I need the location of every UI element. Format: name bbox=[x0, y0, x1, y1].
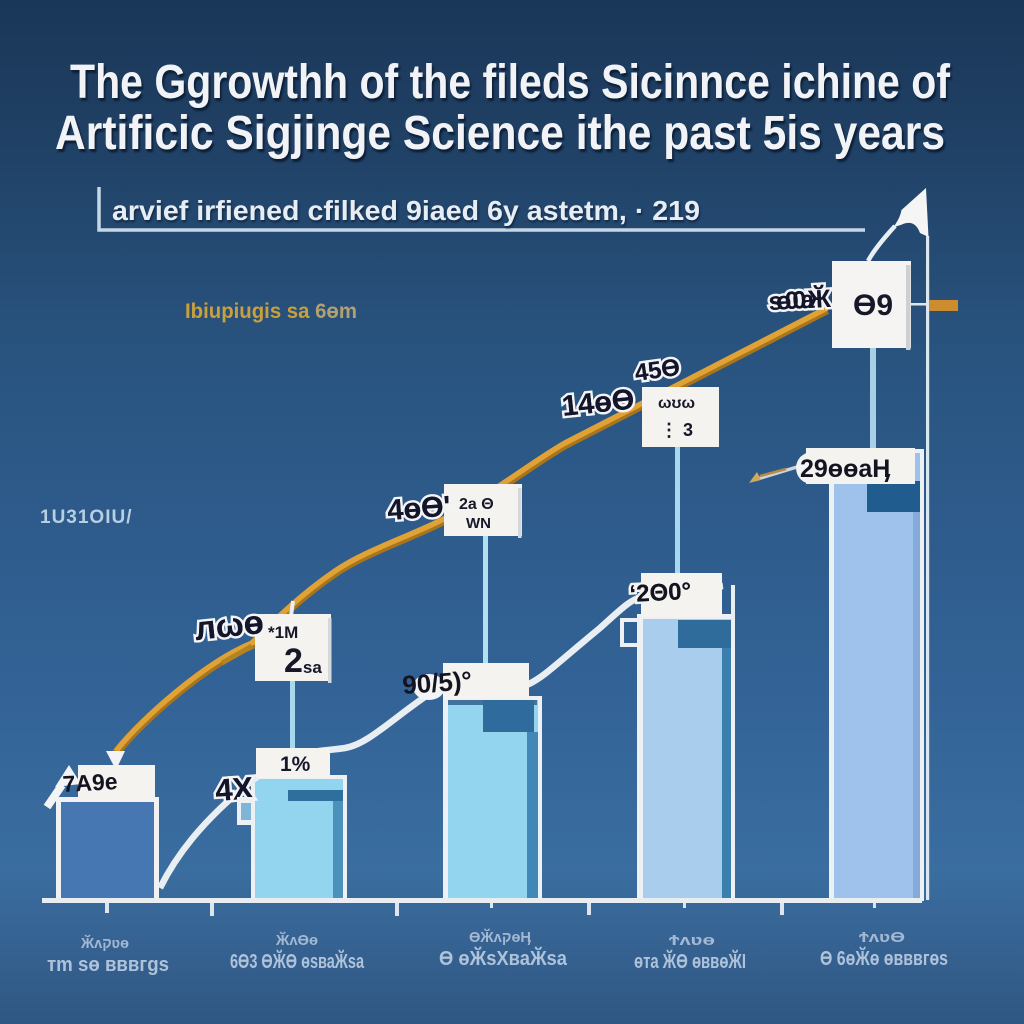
svg-text:Artificic Sigjinge Science ith: Artificic Sigjinge Science ithe past 5is… bbox=[55, 107, 945, 160]
svg-text:4өӨʹ: 4өӨʹ bbox=[386, 491, 451, 527]
svg-text:Ө өӁѕХваӁѕа: Ө өӁѕХваӁѕа bbox=[439, 946, 568, 970]
svg-text:Ϯʌʋө: Ϯʌʋө bbox=[669, 932, 715, 949]
svg-text:90/5)°: 90/5)° bbox=[401, 665, 473, 700]
svg-text:4өӨʹ: 4өӨʹ bbox=[386, 491, 451, 527]
svg-text:ʻ2Θ0°: ʻ2Θ0° bbox=[629, 578, 692, 608]
svg-text:Ibiupiugis sа 6өm: Ibiupiugis sа 6өm bbox=[185, 300, 357, 323]
svg-text:Ө 6өӁө өвввгөѕ: Ө 6өӁө өвввгөѕ bbox=[820, 946, 948, 970]
svg-text:29өөaӉ: 29өөaӉ bbox=[800, 455, 891, 483]
svg-text:45Ө: 45Ө bbox=[633, 354, 682, 387]
svg-text:ʻ2Θ0°: ʻ2Θ0° bbox=[629, 578, 692, 608]
svg-text:ωʊω: ωʊω bbox=[658, 395, 695, 412]
svg-text:The Ggrowthh of the fileds Sic: The Ggrowthh of the fileds Sicinnce ichi… bbox=[70, 56, 951, 109]
svg-text:тm ѕө вввгgѕ: тm ѕө вввгgѕ bbox=[47, 954, 169, 976]
svg-text:⋮ 3: ⋮ 3 bbox=[660, 420, 693, 440]
svg-text:2a Θ: 2a Θ bbox=[459, 496, 494, 513]
svg-text:45Ө: 45Ө bbox=[633, 354, 682, 387]
svg-text:лωө: лωө bbox=[193, 603, 265, 647]
svg-text:6Ө3 ӨӁӨ өѕваӁѕа: 6Ө3 ӨӁӨ өѕваӁѕа bbox=[230, 949, 365, 973]
svg-text:өта ӁӨ өввөӁӀ: өта ӁӨ өввөӁӀ bbox=[634, 949, 746, 973]
svg-text:WN: WN bbox=[466, 515, 491, 532]
svg-text:ѕө00 аӁ: ѕө00 аӁ bbox=[768, 283, 832, 316]
svg-text:14өӨ: 14өӨ bbox=[560, 384, 635, 423]
svg-text:*1M: *1M bbox=[268, 623, 298, 642]
svg-text:ѕө00 аӁ: ѕө00 аӁ bbox=[768, 283, 832, 316]
svg-text:ӁʌӨө: ӁʌӨө bbox=[275, 931, 318, 949]
svg-text:ϮʌʋӨ: ϮʌʋӨ bbox=[859, 929, 905, 946]
svg-text:Ӂʌקʋө: Ӂʌקʋө bbox=[80, 934, 129, 952]
svg-text:ӨӁʌקөӉ: ӨӁʌקөӉ bbox=[469, 928, 531, 946]
svg-text:7A9e: 7A9e bbox=[62, 768, 118, 797]
svg-text:arvief irfiened cfilked 9iaed: arvief irfiened cfilked 9iaed 6y astetm,… bbox=[112, 195, 700, 226]
svg-text:Ɵ9: Ɵ9 bbox=[853, 289, 893, 322]
svg-text:1U31OIU/: 1U31OIU/ bbox=[40, 507, 132, 528]
svg-text:1%: 1% bbox=[280, 753, 311, 776]
